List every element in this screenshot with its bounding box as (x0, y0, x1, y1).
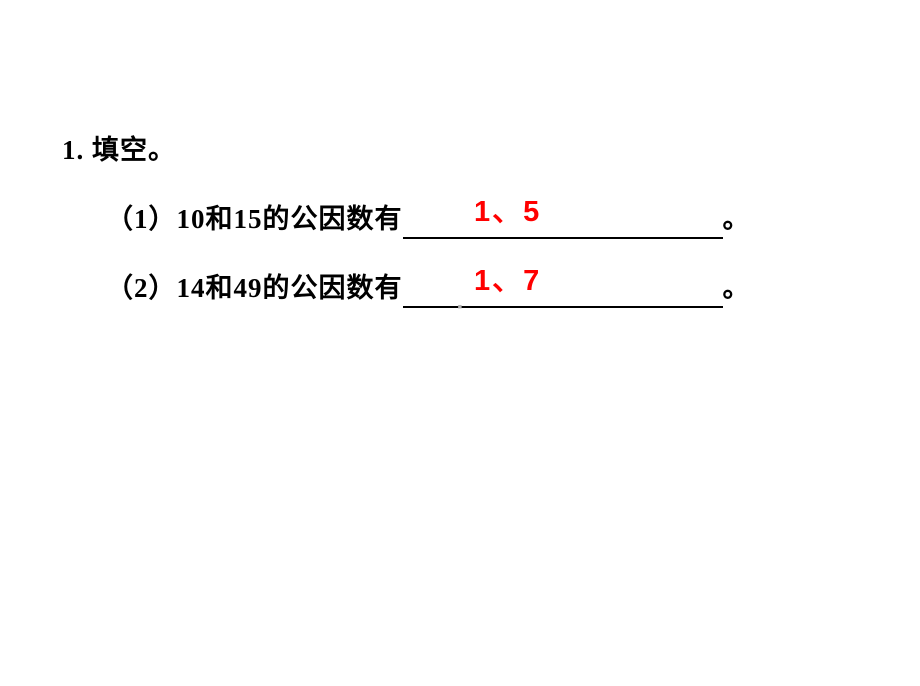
q1-prefix: （1）10和15的公因数有 (106, 204, 403, 234)
question-heading: 1. 填空。 (62, 128, 751, 167)
q2-blank (403, 280, 723, 308)
q1-answer: 1、5 (474, 188, 541, 230)
q1-blank (403, 211, 723, 239)
worksheet-content: 1. 填空。 （1）10和15的公因数有。 1、5 （2）14和49的公因数有。… (62, 128, 751, 305)
question-2: （2）14和49的公因数有。 1、7 (106, 266, 751, 305)
q2-suffix: 。 (723, 273, 751, 303)
q2-answer: 1、7 (474, 257, 541, 299)
q1-suffix: 。 (723, 204, 751, 234)
q2-prefix: （2）14和49的公因数有 (106, 273, 403, 303)
question-1: （1）10和15的公因数有。 1、5 (106, 197, 751, 236)
slide-marker-icon: ▪ (458, 300, 463, 316)
